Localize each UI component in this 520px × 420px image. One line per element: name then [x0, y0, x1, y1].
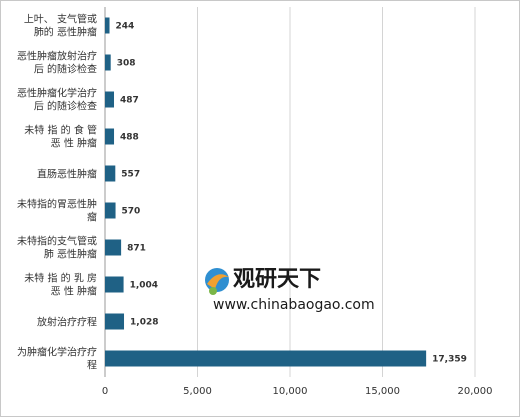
value-label: 1,028	[130, 318, 158, 328]
bar	[105, 350, 427, 367]
value-label: 570	[122, 207, 141, 217]
bar	[105, 54, 111, 71]
x-tick-label: 10,000	[273, 386, 308, 397]
bar	[105, 276, 124, 293]
bar	[105, 239, 122, 256]
x-tick-labels: 0 5,000 10,000 15,000 20,000	[102, 386, 493, 397]
value-label: 487	[120, 96, 139, 106]
category-label: 直肠恶性肿瘤	[37, 168, 97, 181]
category-label: 恶性肿瘤化学治疗后 的随诊检查	[17, 87, 97, 113]
x-tick-label: 5,000	[183, 386, 212, 397]
category-label: 上叶、 支气管或肺的 恶性肿瘤	[24, 13, 97, 39]
watermark: 观研天下 www.chinabaogao.com	[205, 267, 375, 313]
value-label: 557	[121, 170, 140, 180]
gridlines	[104, 7, 476, 377]
bar	[105, 313, 125, 330]
x-tick-label: 0	[102, 386, 108, 397]
category-label: 未特 指 的 食 管恶 性 肿瘤	[24, 124, 97, 150]
category-label: 未特 指 的 乳 房恶 性 肿瘤	[24, 272, 97, 298]
bars	[105, 17, 427, 367]
watermark-url-text: www.chinabaogao.com	[213, 297, 375, 313]
value-labels: 244 308 487 488 557 570 871 1,004 1,028 17,359	[116, 22, 467, 365]
category-label: 未特指的胃恶性肿瘤	[17, 198, 97, 224]
value-label: 17,359	[432, 355, 467, 365]
bar	[105, 128, 115, 145]
bar	[105, 91, 115, 108]
value-label: 308	[117, 59, 136, 69]
category-label: 放射治疗疗程	[37, 316, 97, 329]
category-label: 恶性肿瘤放射治疗后 的随诊检查	[17, 50, 97, 76]
category-label: 未特指的支气管或肺 恶性肿瘤	[17, 235, 97, 261]
x-tick-label: 20,000	[458, 386, 493, 397]
bar	[105, 17, 110, 34]
bar	[105, 165, 116, 182]
category-label: 为肿瘤化学治疗疗程	[17, 346, 97, 372]
china-baogao-logo-icon	[205, 268, 229, 295]
watermark-cn-text: 观研天下	[233, 267, 321, 292]
value-label: 488	[120, 133, 139, 143]
x-tick-label: 15,000	[365, 386, 400, 397]
value-label: 244	[116, 22, 135, 32]
value-label: 1,004	[130, 281, 158, 291]
bar	[105, 202, 116, 219]
value-label: 871	[127, 244, 146, 254]
